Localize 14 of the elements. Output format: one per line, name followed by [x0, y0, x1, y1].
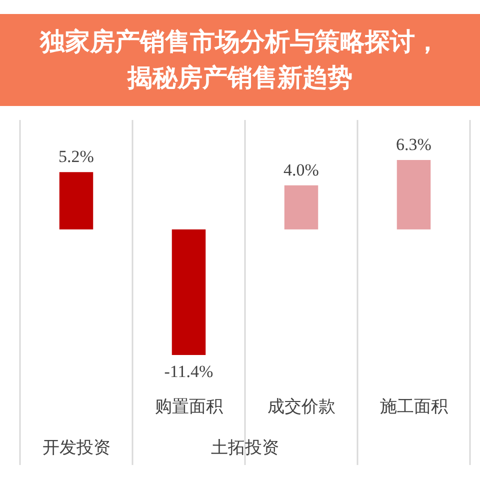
data-label: -11.4%: [164, 362, 214, 381]
x-tick-label: 购置面积: [154, 397, 223, 416]
bar: [396, 160, 431, 230]
x-tick-label: 施工面积: [380, 397, 448, 416]
text: 开发投资: [42, 438, 110, 457]
data-label: 4.0%: [284, 160, 319, 180]
data-label: 5.2%: [58, 147, 94, 166]
chart-title: 独家房产销售市场分析与策略探讨，揭秘房产销售新趋势: [0, 14, 480, 106]
bar: [59, 172, 94, 230]
x-tick-label: 成交价款: [267, 397, 336, 416]
data-label: 6.3%: [396, 135, 432, 154]
bar: [172, 229, 206, 355]
bar: [284, 185, 318, 230]
text: 土拓投资: [211, 438, 279, 457]
